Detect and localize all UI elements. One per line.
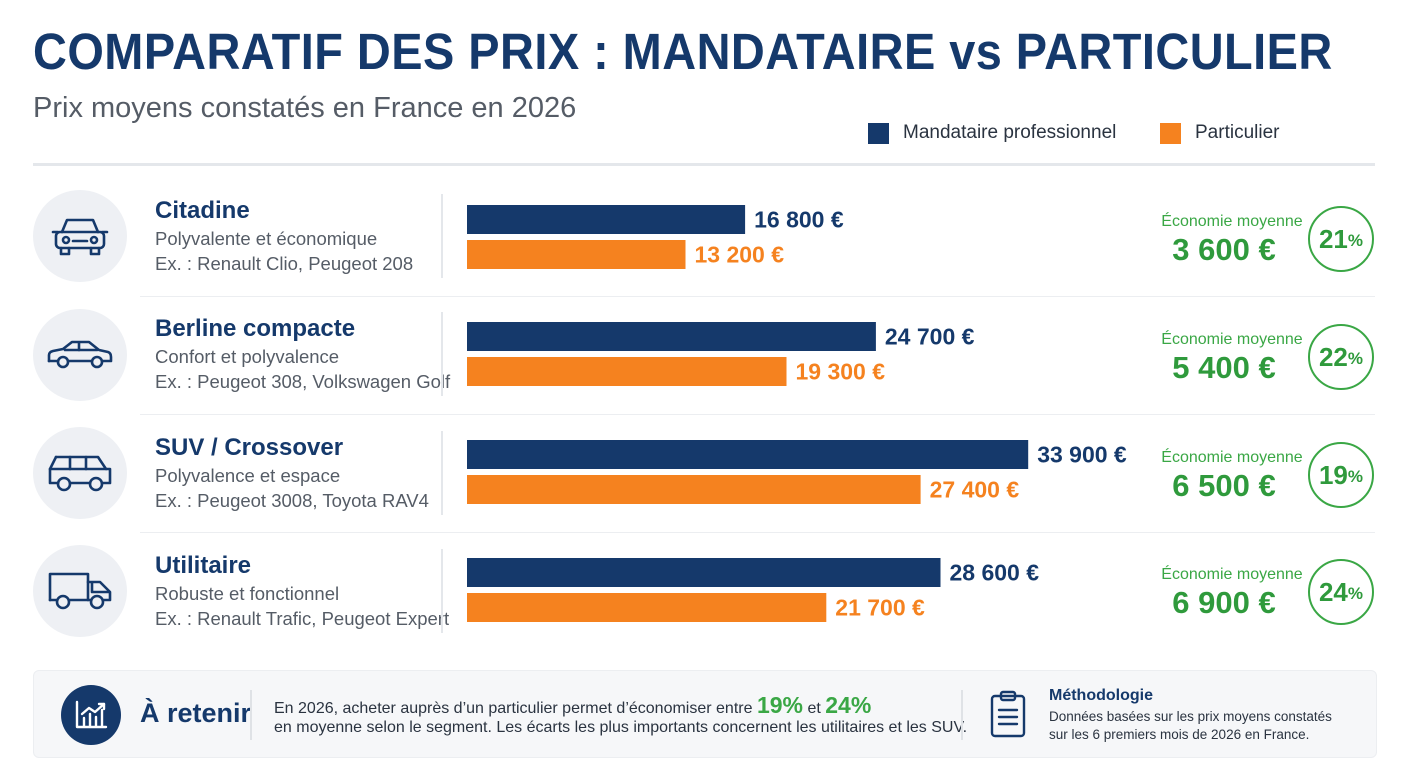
segment-divider (441, 194, 443, 278)
savings-value: 3 600 € (1172, 232, 1276, 267)
savings-percent-value: 24 (1318, 576, 1348, 607)
segment-description: Robuste et fonctionnel (155, 583, 340, 604)
summary-line-1: En 2026, acheter auprès d’un particulier… (274, 692, 871, 719)
savings-label: Économie moyenne (1161, 213, 1303, 230)
bar-value-label: 16 800 € (754, 207, 844, 233)
max-savings-percent: 24% (825, 692, 872, 718)
clipboard-icon (990, 690, 1026, 738)
legend-swatch-particulier (1160, 122, 1181, 144)
bar-value-label: 13 200 € (695, 242, 785, 268)
bar-mandataire (467, 440, 1029, 469)
bar-particulier (467, 593, 827, 622)
legend-item-mandataire: Mandataire professionnel (868, 120, 1116, 146)
methodology-line-1: Données basées sur les prix moyens const… (1049, 709, 1332, 724)
savings-value: 6 500 € (1172, 468, 1276, 503)
savings-percent-value: 19 (1318, 459, 1348, 490)
segment-name: Citadine (155, 197, 250, 224)
bar-mandataire (467, 322, 876, 351)
percent-sign: % (1347, 467, 1364, 486)
summary-and: et (807, 700, 821, 717)
segment-divider (441, 431, 443, 515)
chart-trend-icon (75, 700, 108, 729)
savings-percent-badge: 24% (1308, 559, 1374, 625)
savings-percent-badge: 21% (1308, 206, 1374, 272)
bar-value-label: 28 600 € (950, 560, 1040, 586)
savings-label: Économie moyenne (1161, 449, 1303, 466)
bar-particulier (467, 357, 787, 386)
bar-value-label: 24 700 € (885, 324, 975, 350)
summary-text: En 2026, acheter auprès d’un particulier… (274, 700, 753, 717)
methodology-divider (961, 690, 963, 740)
segment-divider (441, 312, 443, 396)
summary-panel (33, 670, 1377, 758)
methodology-title: Méthodologie (1049, 687, 1153, 704)
percent-sign: % (1347, 584, 1364, 603)
savings-value: 6 900 € (1172, 585, 1276, 620)
segment-name: Utilitaire (155, 552, 252, 579)
percent-sign: % (1347, 349, 1364, 368)
segment-examples: Ex. : Renault Clio, Peugeot 208 (155, 253, 414, 274)
bar-value-label: 33 900 € (1037, 442, 1127, 468)
savings-percent-value: 21 (1318, 223, 1348, 254)
row-divider (140, 532, 1375, 533)
segment-icon-circle (33, 190, 127, 282)
segment-divider (441, 549, 443, 633)
header-divider (33, 163, 1375, 166)
savings-percent-value: 22 (1318, 341, 1348, 372)
segment-description: Polyvalente et économique (155, 228, 378, 249)
segment-icon-circle (33, 545, 127, 637)
van-icon (48, 572, 112, 610)
summary-icon-circle (61, 685, 121, 745)
savings-percent-badge: 22% (1308, 324, 1374, 390)
summary-title: À retenir (140, 698, 252, 728)
legend-label-particulier: Particulier (1195, 122, 1280, 143)
methodology-line-2: sur les 6 premiers mois de 2026 en Franc… (1049, 727, 1310, 742)
bar-value-label: 27 400 € (930, 477, 1020, 503)
sedan-icon (47, 340, 113, 369)
bar-mandataire (467, 558, 941, 587)
legend-swatch-mandataire (868, 122, 889, 144)
segment-examples: Ex. : Peugeot 308, Volkswagen Golf (155, 371, 451, 392)
bar-value-label: 21 700 € (835, 595, 925, 621)
min-savings-percent: 19% (756, 692, 803, 718)
segment-icon-circle (33, 427, 127, 519)
segment-description: Polyvalence et espace (155, 465, 341, 486)
legend-item-particulier: Particulier (1160, 120, 1279, 146)
segment-icon-circle (33, 309, 127, 401)
percent-sign: % (1347, 231, 1364, 250)
suv-icon (48, 455, 112, 492)
savings-percent-badge: 19% (1308, 442, 1374, 508)
savings-value: 5 400 € (1172, 350, 1276, 385)
segment-name: SUV / Crossover (155, 434, 344, 461)
hatchback-icon (51, 218, 109, 256)
row-divider (140, 296, 1375, 297)
legend-label-mandataire: Mandataire professionnel (903, 122, 1117, 143)
bar-value-label: 19 300 € (796, 359, 886, 385)
bar-particulier (467, 475, 921, 504)
savings-label: Économie moyenne (1161, 566, 1303, 583)
segment-examples: Ex. : Peugeot 3008, Toyota RAV4 (155, 490, 429, 511)
summary-divider (250, 690, 252, 740)
segment-examples: Ex. : Renault Trafic, Peugeot Expert (155, 608, 450, 629)
row-divider (140, 414, 1375, 415)
summary-line-2: en moyenne selon le segment. Les écarts … (274, 719, 968, 736)
page-subtitle: Prix moyens constatés en France en 2026 (33, 92, 577, 124)
bar-mandataire (467, 205, 746, 234)
bar-particulier (467, 240, 686, 269)
page-title: COMPARATIF DES PRIX : MANDATAIRE vs PART… (33, 23, 1333, 80)
savings-label: Économie moyenne (1161, 331, 1303, 348)
segment-description: Confort et polyvalence (155, 346, 340, 367)
segment-name: Berline compacte (155, 315, 356, 342)
